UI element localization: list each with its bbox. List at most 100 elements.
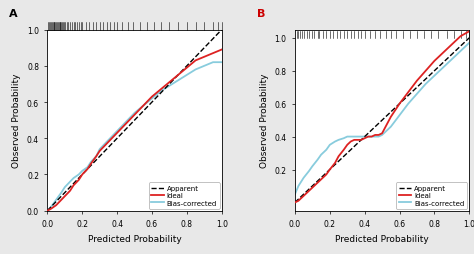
Line: Bias-corrected: Bias-corrected [295, 44, 469, 194]
Apparent [114, 137, 120, 140]
Bias-corrected [201, 65, 207, 68]
Bias-corrected [423, 83, 428, 86]
Bias-corrected [449, 58, 455, 61]
Ideal [158, 88, 164, 91]
Apparent [193, 56, 199, 59]
Ideal [58, 198, 64, 201]
Bias-corrected [210, 61, 216, 65]
Ideal [310, 186, 315, 189]
Ideal [201, 56, 207, 59]
Apparent [132, 119, 137, 122]
Bias-corrected [431, 75, 437, 78]
Ideal [97, 150, 102, 153]
Apparent [345, 152, 350, 155]
Ideal [466, 30, 472, 34]
Apparent [106, 146, 111, 149]
Bias-corrected [355, 136, 361, 139]
Apparent [45, 209, 50, 212]
Legend: Apparent, Ideal, Bias-corrected: Apparent, Ideal, Bias-corrected [148, 183, 219, 209]
Bias-corrected [458, 50, 464, 53]
Ideal [336, 155, 341, 158]
Apparent [184, 65, 190, 68]
Bias-corrected [376, 136, 382, 139]
Bias-corrected [315, 158, 320, 162]
Ideal [88, 162, 94, 165]
Ideal [423, 70, 428, 73]
Ideal [292, 201, 298, 204]
Ideal [132, 114, 137, 117]
Apparent [210, 38, 216, 41]
Apparent [362, 136, 367, 139]
Apparent [397, 103, 402, 106]
Apparent [80, 173, 85, 176]
Apparent [388, 111, 394, 114]
Bias-corrected [296, 185, 301, 188]
Ideal [123, 123, 128, 126]
Bias-corrected [175, 80, 181, 83]
Bias-corrected [53, 198, 59, 201]
X-axis label: Predicted Probability: Predicted Probability [335, 234, 429, 243]
Ideal [175, 74, 181, 77]
Apparent [292, 201, 298, 204]
Bias-corrected [388, 126, 394, 129]
Ideal [365, 136, 371, 139]
Ideal [379, 132, 385, 135]
Apparent [71, 182, 76, 185]
Apparent [201, 47, 207, 50]
Ideal [106, 141, 111, 144]
Ideal [376, 134, 382, 137]
Apparent [414, 86, 420, 89]
Bias-corrected [362, 136, 367, 139]
Bias-corrected [397, 114, 402, 117]
Ideal [369, 136, 374, 139]
Apparent [53, 200, 59, 203]
Bias-corrected [292, 193, 298, 196]
Apparent [62, 191, 68, 194]
X-axis label: Predicted Probability: Predicted Probability [88, 234, 182, 243]
Bias-corrected [184, 74, 190, 77]
Bias-corrected [97, 148, 102, 151]
Bias-corrected [379, 134, 385, 137]
Ideal [345, 144, 350, 147]
Bias-corrected [76, 173, 82, 176]
Bias-corrected [336, 139, 341, 142]
Bias-corrected [332, 140, 338, 144]
Apparent [405, 94, 411, 98]
Apparent [97, 155, 102, 158]
Ideal [405, 91, 411, 94]
Bias-corrected [62, 186, 68, 189]
Legend: Apparent, Ideal, Bias-corrected: Apparent, Ideal, Bias-corrected [396, 183, 467, 209]
Bias-corrected [327, 144, 333, 147]
Bias-corrected [48, 206, 54, 209]
Ideal [414, 80, 420, 83]
Ideal [431, 60, 437, 63]
Bias-corrected [348, 136, 354, 139]
Bias-corrected [158, 90, 164, 93]
Bias-corrected [466, 42, 472, 45]
Apparent [158, 92, 164, 95]
Ideal [440, 52, 446, 55]
Bias-corrected [123, 121, 128, 124]
Ideal [193, 60, 199, 63]
Bias-corrected [71, 177, 76, 180]
Line: Ideal: Ideal [47, 50, 222, 211]
Ideal [358, 139, 364, 142]
Ideal [67, 189, 73, 193]
Bias-corrected [306, 170, 312, 173]
Ideal [318, 178, 324, 181]
Bias-corrected [365, 136, 371, 139]
Apparent [431, 70, 437, 73]
Ideal [210, 52, 216, 55]
Line: Apparent: Apparent [47, 30, 222, 211]
Ideal [71, 184, 76, 187]
Apparent [219, 29, 225, 32]
Bias-corrected [67, 180, 73, 183]
Apparent [140, 110, 146, 113]
Bias-corrected [351, 136, 357, 139]
Apparent [327, 168, 333, 171]
Ideal [327, 168, 333, 171]
Bias-corrected [341, 137, 346, 140]
Y-axis label: Observed Probability: Observed Probability [12, 74, 21, 168]
Ideal [355, 139, 361, 142]
Text: A: A [9, 9, 18, 19]
